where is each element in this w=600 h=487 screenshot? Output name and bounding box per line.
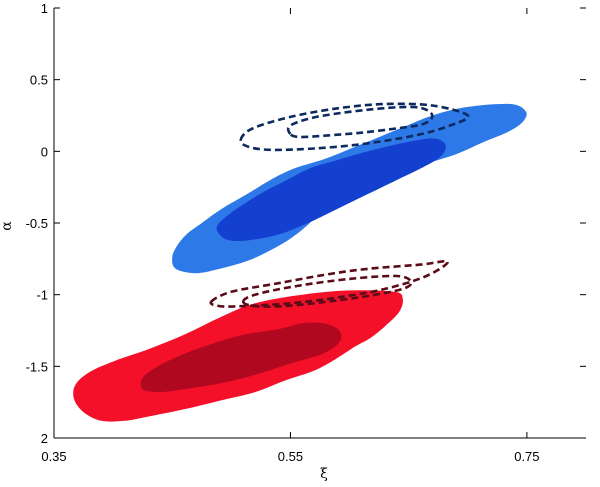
y-axis-label: α: [0, 221, 15, 231]
y-tick-label: 0.5: [30, 73, 48, 88]
contour-red-inner: [140, 322, 342, 393]
y-tick-label: 0: [41, 144, 48, 159]
axes: [53, 7, 586, 439]
x-tick-label: 0.55: [278, 449, 303, 464]
contour-blue-dashed-b: [286, 105, 434, 139]
tick-labels: 0.35 0.55 0.75 1 0.5 0 -0.5 -1 -1.5 2: [26, 1, 540, 464]
y-tick-label: -1.5: [26, 359, 48, 374]
contour-regions: [73, 102, 527, 422]
x-axis-label: ξ: [320, 466, 328, 482]
x-tick-label: 0.75: [514, 449, 539, 464]
y-tick-label: -1: [36, 288, 48, 303]
contour-blue-dashed-a: [239, 102, 470, 152]
y-tick-label: 1: [41, 1, 48, 16]
contour-red-dashed-b: [241, 274, 413, 308]
contour-blue-inner: [216, 138, 446, 241]
y-tick-label: -0.5: [26, 216, 48, 231]
y-tick-label: 2: [41, 431, 48, 446]
contour-red-dashed-a: [209, 259, 450, 308]
x-tick-label: 0.35: [41, 449, 66, 464]
